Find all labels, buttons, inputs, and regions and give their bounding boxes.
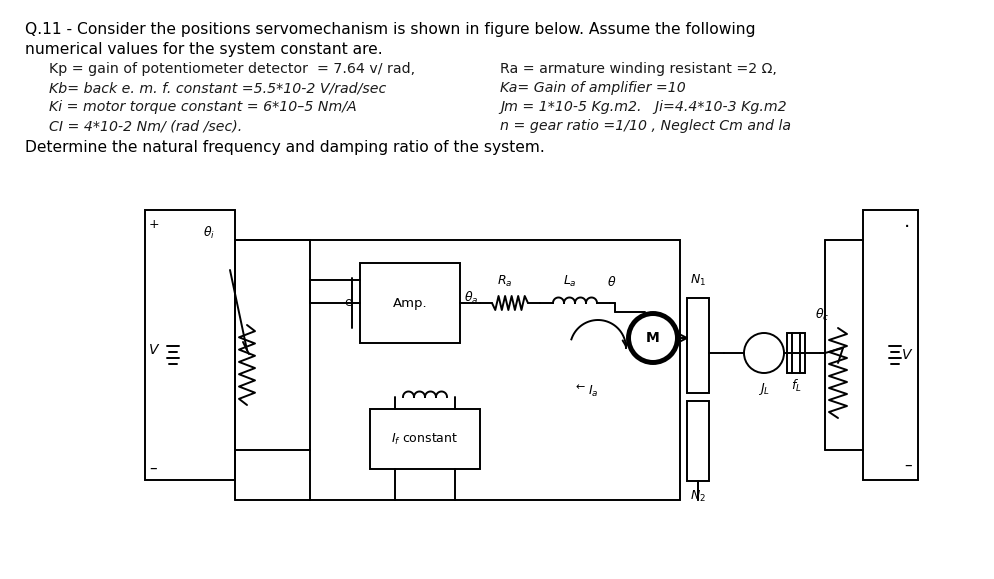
Bar — [360, 263, 460, 343]
Text: Determine the natural frequency and damping ratio of the system.: Determine the natural frequency and damp… — [25, 140, 545, 155]
Text: Kp = gain of potentiometer detector  = 7.64 v/ rad,: Kp = gain of potentiometer detector = 7.… — [40, 62, 415, 76]
Text: +: + — [149, 218, 160, 231]
Bar — [687, 401, 709, 481]
Text: n = gear ratio =1/10 , Neglect Cm and la: n = gear ratio =1/10 , Neglect Cm and la — [500, 119, 791, 133]
Text: Ra = armature winding resistant =2 Ω,: Ra = armature winding resistant =2 Ω, — [500, 62, 777, 76]
Text: $J_L$: $J_L$ — [758, 381, 770, 397]
Bar — [863, 210, 918, 480]
Text: Kb= back e. m. f. constant =5.5*10-2 V/rad/sec: Kb= back e. m. f. constant =5.5*10-2 V/r… — [40, 81, 387, 95]
Text: $L_a$: $L_a$ — [564, 274, 577, 289]
Text: V: V — [149, 343, 158, 357]
Text: $I_f$ constant: $I_f$ constant — [392, 431, 458, 446]
Text: Ki = motor torque constant = 6*10–5 Nm/A: Ki = motor torque constant = 6*10–5 Nm/A — [40, 100, 357, 114]
Text: CI = 4*10-2 Nm/ (rad /sec).: CI = 4*10-2 Nm/ (rad /sec). — [40, 119, 243, 133]
Text: ←: ← — [576, 382, 584, 392]
Bar — [370, 409, 480, 469]
Text: $\theta_c$: $\theta_c$ — [815, 307, 829, 323]
Text: Jm = 1*10-5 Kg.m2.   Ji=4.4*10-3 Kg.m2: Jm = 1*10-5 Kg.m2. Ji=4.4*10-3 Kg.m2 — [500, 100, 786, 114]
Text: ·: · — [904, 218, 911, 237]
Bar — [687, 298, 709, 393]
Text: $N_2$: $N_2$ — [690, 489, 706, 504]
Circle shape — [631, 316, 675, 360]
Text: Ka= Gain of amplifier =10: Ka= Gain of amplifier =10 — [500, 81, 686, 95]
Circle shape — [627, 312, 679, 364]
Text: Q.11 - Consider the positions servomechanism is shown in figure below. Assume th: Q.11 - Consider the positions servomecha… — [25, 22, 755, 37]
Bar — [787, 333, 805, 373]
Text: $R_a$: $R_a$ — [497, 274, 513, 289]
Text: V: V — [902, 348, 911, 362]
Text: Amp.: Amp. — [393, 296, 427, 310]
Text: $\theta_i$: $\theta_i$ — [203, 225, 215, 241]
Bar — [145, 210, 235, 480]
Bar — [310, 240, 680, 500]
Text: M: M — [646, 331, 660, 345]
Text: $\theta_a$: $\theta_a$ — [464, 290, 478, 306]
Text: $\theta$: $\theta$ — [607, 275, 616, 289]
Text: –: – — [904, 457, 911, 472]
Text: $N_1$: $N_1$ — [690, 273, 706, 288]
Text: –: – — [149, 460, 157, 475]
Text: numerical values for the system constant are.: numerical values for the system constant… — [25, 42, 383, 57]
Text: $f_L$: $f_L$ — [790, 378, 801, 394]
Text: $I_a$: $I_a$ — [587, 384, 598, 399]
Text: e: e — [344, 296, 352, 310]
